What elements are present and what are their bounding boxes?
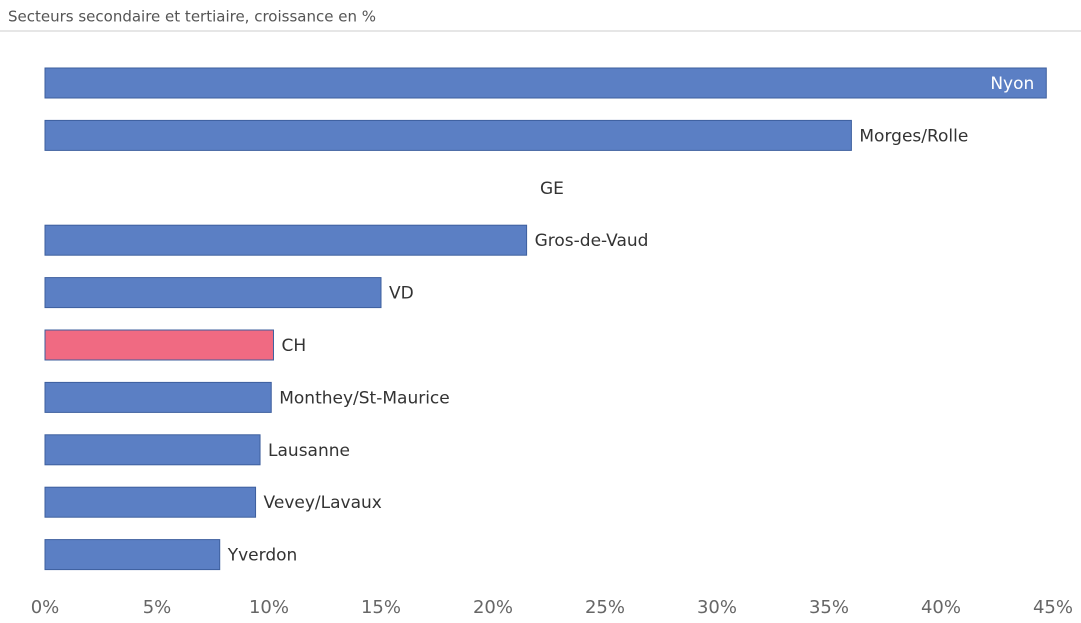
bar-label: VD (389, 284, 414, 304)
bar-label: Lausanne (268, 441, 350, 461)
x-tick-label: 10% (249, 597, 289, 618)
bar (44, 329, 274, 361)
bar-label: Vevey/Lavaux (264, 493, 382, 513)
x-tick-label: 40% (921, 597, 961, 618)
chart-title: Secteurs secondaire et tertiaire, croiss… (8, 8, 376, 26)
bar (44, 381, 272, 413)
bar-label: Nyon (990, 74, 1034, 94)
x-tick-label: 0% (31, 597, 60, 618)
bar (44, 224, 528, 256)
bar (44, 434, 261, 466)
x-tick-label: 45% (1033, 597, 1073, 618)
x-tick-label: 15% (361, 597, 401, 618)
bar (44, 277, 382, 309)
bar-label: GE (540, 179, 564, 199)
bar (44, 539, 221, 571)
x-tick-label: 20% (473, 597, 513, 618)
bar-label: CH (281, 336, 306, 356)
bar-label: Gros-de-Vaud (535, 231, 649, 251)
x-tick-label: 25% (585, 597, 625, 618)
bar-label: Yverdon (227, 546, 298, 566)
bar-label: Monthey/St-Maurice (279, 388, 450, 408)
x-tick-label: 35% (809, 597, 849, 618)
bar (44, 67, 1047, 99)
bar (44, 486, 257, 518)
x-tick-label: 5% (143, 597, 172, 618)
bar-label: Morges/Rolle (859, 126, 968, 146)
x-tick-label: 30% (697, 597, 737, 618)
bar (44, 119, 852, 151)
